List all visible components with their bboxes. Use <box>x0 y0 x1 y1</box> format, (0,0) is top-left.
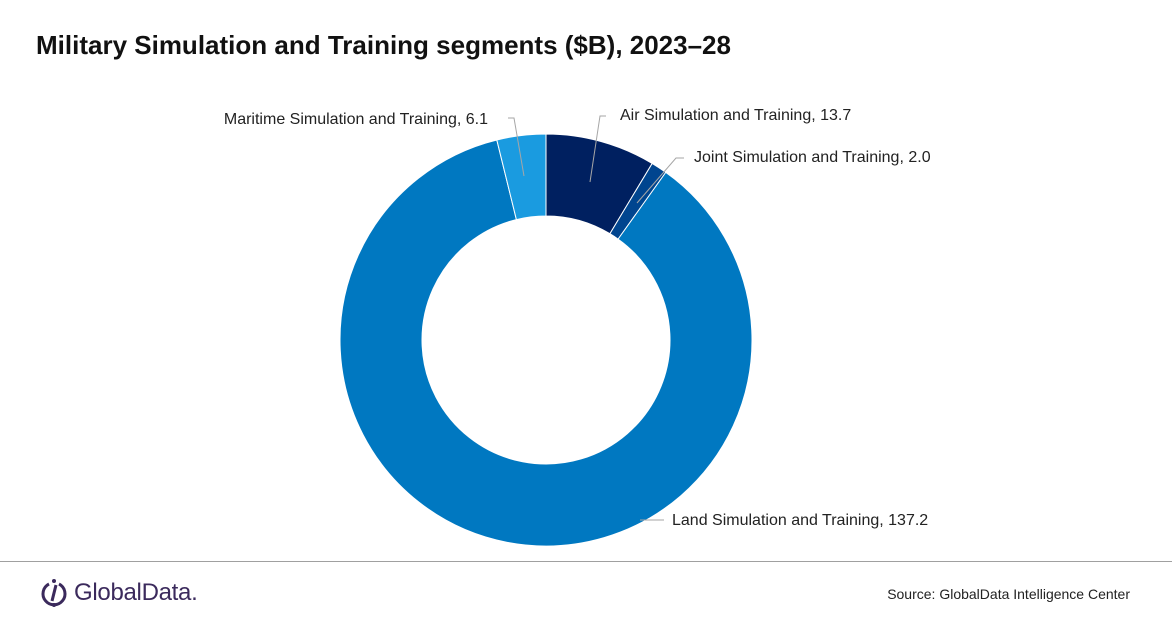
chart-title: Military Simulation and Training segment… <box>36 30 731 60</box>
globaldata-logo: GlobalData. <box>40 578 198 608</box>
leader-line <box>508 117 525 177</box>
data-label: Joint Simulation and Training, 2.0 <box>694 149 931 166</box>
data-label: Air Simulation and Training, 13.7 <box>620 107 851 124</box>
source-note: Source: GlobalData Intelligence Center <box>887 586 1130 602</box>
leader-line <box>636 157 684 204</box>
slice-maritime <box>496 133 547 221</box>
data-label: Maritime Simulation and Training, 6.1 <box>224 111 488 128</box>
footer-divider <box>0 561 1172 562</box>
globaldata-logo-icon <box>41 579 67 607</box>
logo-text: GlobalData. <box>74 579 198 606</box>
slice-land <box>339 139 753 547</box>
data-label: Land Simulation and Training, 137.2 <box>672 512 928 529</box>
donut-chart: Air Simulation and Training, 13.7 Joint S… <box>224 107 931 547</box>
leader-line <box>589 115 606 183</box>
